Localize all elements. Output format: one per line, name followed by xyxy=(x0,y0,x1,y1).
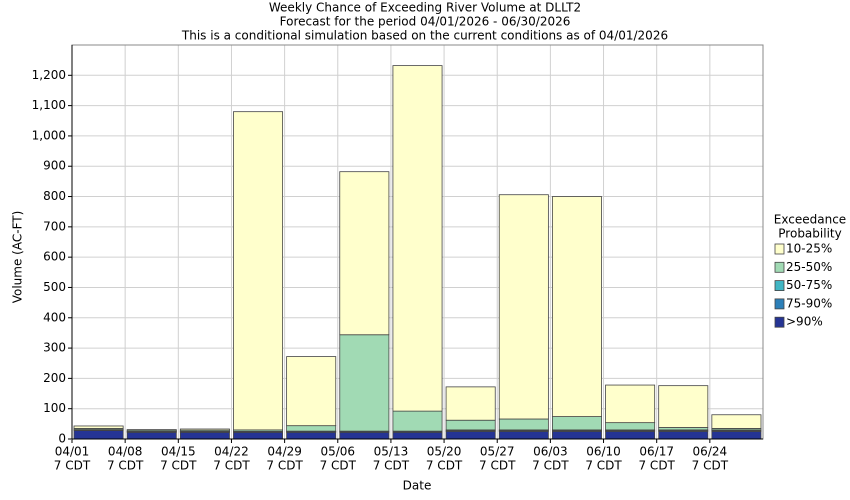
x-tick-time: 7 CDT xyxy=(160,459,197,473)
y-tick-label: 600 xyxy=(43,250,66,264)
x-tick-label: 06/24 xyxy=(693,445,728,459)
x-tick-time: 7 CDT xyxy=(692,459,729,473)
legend-swatch xyxy=(774,243,785,255)
bar-segment xyxy=(445,386,496,421)
bar-segment xyxy=(392,65,443,412)
x-tick-time: 7 CDT xyxy=(213,459,250,473)
x-tick-label: 04/15 xyxy=(161,445,196,459)
x-tick-label: 05/13 xyxy=(374,445,409,459)
x-tick-label: 06/03 xyxy=(533,445,568,459)
bar-segment xyxy=(445,419,496,431)
y-tick-label: 100 xyxy=(43,401,66,415)
bar-segment xyxy=(551,416,602,431)
chart-title: Weekly Chance of Exceeding River Volume … xyxy=(269,1,581,15)
x-tick-label: 05/20 xyxy=(427,445,462,459)
bars xyxy=(73,65,762,440)
legend-swatch xyxy=(774,298,785,310)
bar-segment xyxy=(179,431,230,440)
y-tick-label: 300 xyxy=(43,341,66,355)
x-tick-time: 7 CDT xyxy=(426,459,463,473)
y-tick-label: 200 xyxy=(43,371,66,385)
x-tick-label: 04/01 xyxy=(55,445,90,459)
x-tick-time: 7 CDT xyxy=(638,459,675,473)
bar-segment xyxy=(286,425,337,432)
bar-segment xyxy=(339,431,390,440)
bar-segment xyxy=(392,410,443,432)
legend-swatch xyxy=(774,316,785,328)
x-tick-label: 04/08 xyxy=(108,445,143,459)
bar-segment xyxy=(711,414,762,429)
bar-segment xyxy=(658,385,709,428)
y-tick-label: 1,000 xyxy=(32,128,66,142)
legend-title: Exceedance xyxy=(774,213,846,227)
bar-segment xyxy=(605,384,656,424)
bar-segment xyxy=(551,431,602,440)
legend-label: 10-25% xyxy=(786,242,832,256)
bar-segment xyxy=(551,196,602,417)
x-tick-time: 7 CDT xyxy=(54,459,91,473)
x-tick-time: 7 CDT xyxy=(585,459,622,473)
y-tick-label: 400 xyxy=(43,310,66,324)
bar-segment xyxy=(498,194,549,420)
legend-label: 75-90% xyxy=(786,296,832,310)
x-tick-label: 06/10 xyxy=(586,445,621,459)
y-tick-label: 500 xyxy=(43,280,66,294)
x-tick-time: 7 CDT xyxy=(532,459,569,473)
x-tick-label: 05/06 xyxy=(320,445,355,459)
bar-segment xyxy=(658,431,709,440)
x-tick-time: 7 CDT xyxy=(320,459,357,473)
bar-segment xyxy=(179,428,230,431)
y-tick-label: 800 xyxy=(43,189,66,203)
bar-segment xyxy=(286,356,337,427)
x-tick-label: 05/27 xyxy=(480,445,515,459)
legend-label: 50-75% xyxy=(786,278,832,292)
x-tick-time: 7 CDT xyxy=(479,459,516,473)
legend-title: Probability xyxy=(778,227,841,241)
bar-segment xyxy=(339,334,390,432)
bar-segment xyxy=(605,431,656,440)
bar-segment xyxy=(392,431,443,440)
x-tick-time: 7 CDT xyxy=(373,459,410,473)
bar-segment xyxy=(233,431,284,440)
legend-label: 25-50% xyxy=(786,260,832,274)
y-tick-label: 900 xyxy=(43,159,66,173)
chart-note: This is a conditional simulation based o… xyxy=(181,29,668,43)
y-tick-label: 1,200 xyxy=(32,68,66,82)
bar-segment xyxy=(605,422,656,431)
bar-segment xyxy=(233,111,284,431)
x-tick-label: 04/22 xyxy=(214,445,249,459)
bar-segment xyxy=(445,431,496,440)
x-axis-label: Date xyxy=(403,479,432,493)
bar-segment xyxy=(126,429,177,431)
legend-label: >90% xyxy=(786,315,823,329)
bar-segment xyxy=(286,431,337,440)
x-tick-time: 7 CDT xyxy=(266,459,303,473)
bar-segment xyxy=(126,431,177,440)
chart-subtitle: Forecast for the period 04/01/2026 - 06/… xyxy=(280,15,571,29)
x-tick-time: 7 CDT xyxy=(107,459,144,473)
bar-segment xyxy=(73,430,124,440)
y-tick-label: 0 xyxy=(58,432,66,446)
bar-segment xyxy=(339,171,390,336)
y-axis-label: Volume (AC-FT) xyxy=(11,211,25,304)
x-tick-label: 06/17 xyxy=(639,445,674,459)
bar-segment xyxy=(498,418,549,431)
bar-segment xyxy=(73,425,124,429)
bar-segment xyxy=(498,431,549,440)
legend-swatch xyxy=(774,261,785,273)
x-tick-label: 04/29 xyxy=(267,445,302,459)
y-tick-label: 700 xyxy=(43,219,66,233)
legend-swatch xyxy=(774,280,785,292)
y-tick-label: 1,100 xyxy=(32,98,66,112)
bar-segment xyxy=(711,431,762,440)
